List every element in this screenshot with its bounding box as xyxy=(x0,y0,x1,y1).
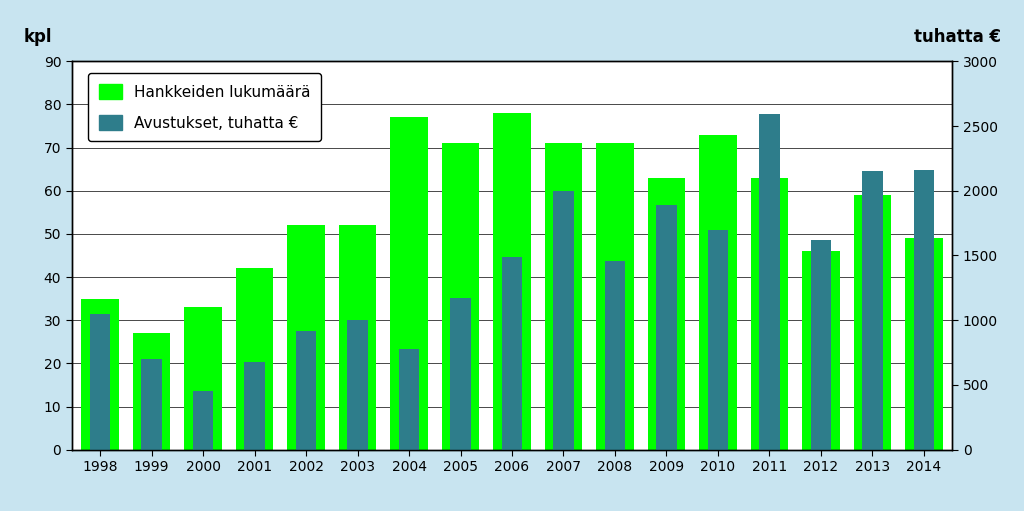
Bar xyxy=(708,229,728,450)
Bar xyxy=(245,362,264,450)
Bar xyxy=(648,178,685,450)
Bar xyxy=(398,349,419,450)
Bar xyxy=(184,307,221,450)
Bar xyxy=(905,238,942,450)
Bar xyxy=(553,191,573,450)
Bar xyxy=(913,170,934,450)
Bar xyxy=(90,314,111,450)
Bar xyxy=(133,333,170,450)
Bar xyxy=(699,135,736,450)
Bar xyxy=(760,114,779,450)
Bar xyxy=(390,118,428,450)
Bar xyxy=(605,261,626,450)
Bar xyxy=(236,268,273,450)
Bar xyxy=(339,225,376,450)
Bar xyxy=(347,320,368,450)
Bar xyxy=(803,251,840,450)
Bar xyxy=(854,195,891,450)
Bar xyxy=(442,143,479,450)
Bar xyxy=(451,298,471,450)
Text: kpl: kpl xyxy=(24,28,52,46)
Bar xyxy=(141,359,162,450)
Bar xyxy=(288,225,325,450)
Bar xyxy=(811,240,831,450)
Bar xyxy=(656,205,677,450)
Text: tuhatta €: tuhatta € xyxy=(913,28,1000,46)
Bar xyxy=(545,143,582,450)
Bar xyxy=(596,143,634,450)
Bar xyxy=(862,171,883,450)
Bar xyxy=(494,113,530,450)
Bar xyxy=(502,257,522,450)
Bar xyxy=(82,298,119,450)
Legend: Hankkeiden lukumäärä, Avustukset, tuhatta €: Hankkeiden lukumäärä, Avustukset, tuhatt… xyxy=(88,73,322,142)
Bar xyxy=(193,391,213,450)
Bar xyxy=(296,331,316,450)
Bar xyxy=(751,178,788,450)
